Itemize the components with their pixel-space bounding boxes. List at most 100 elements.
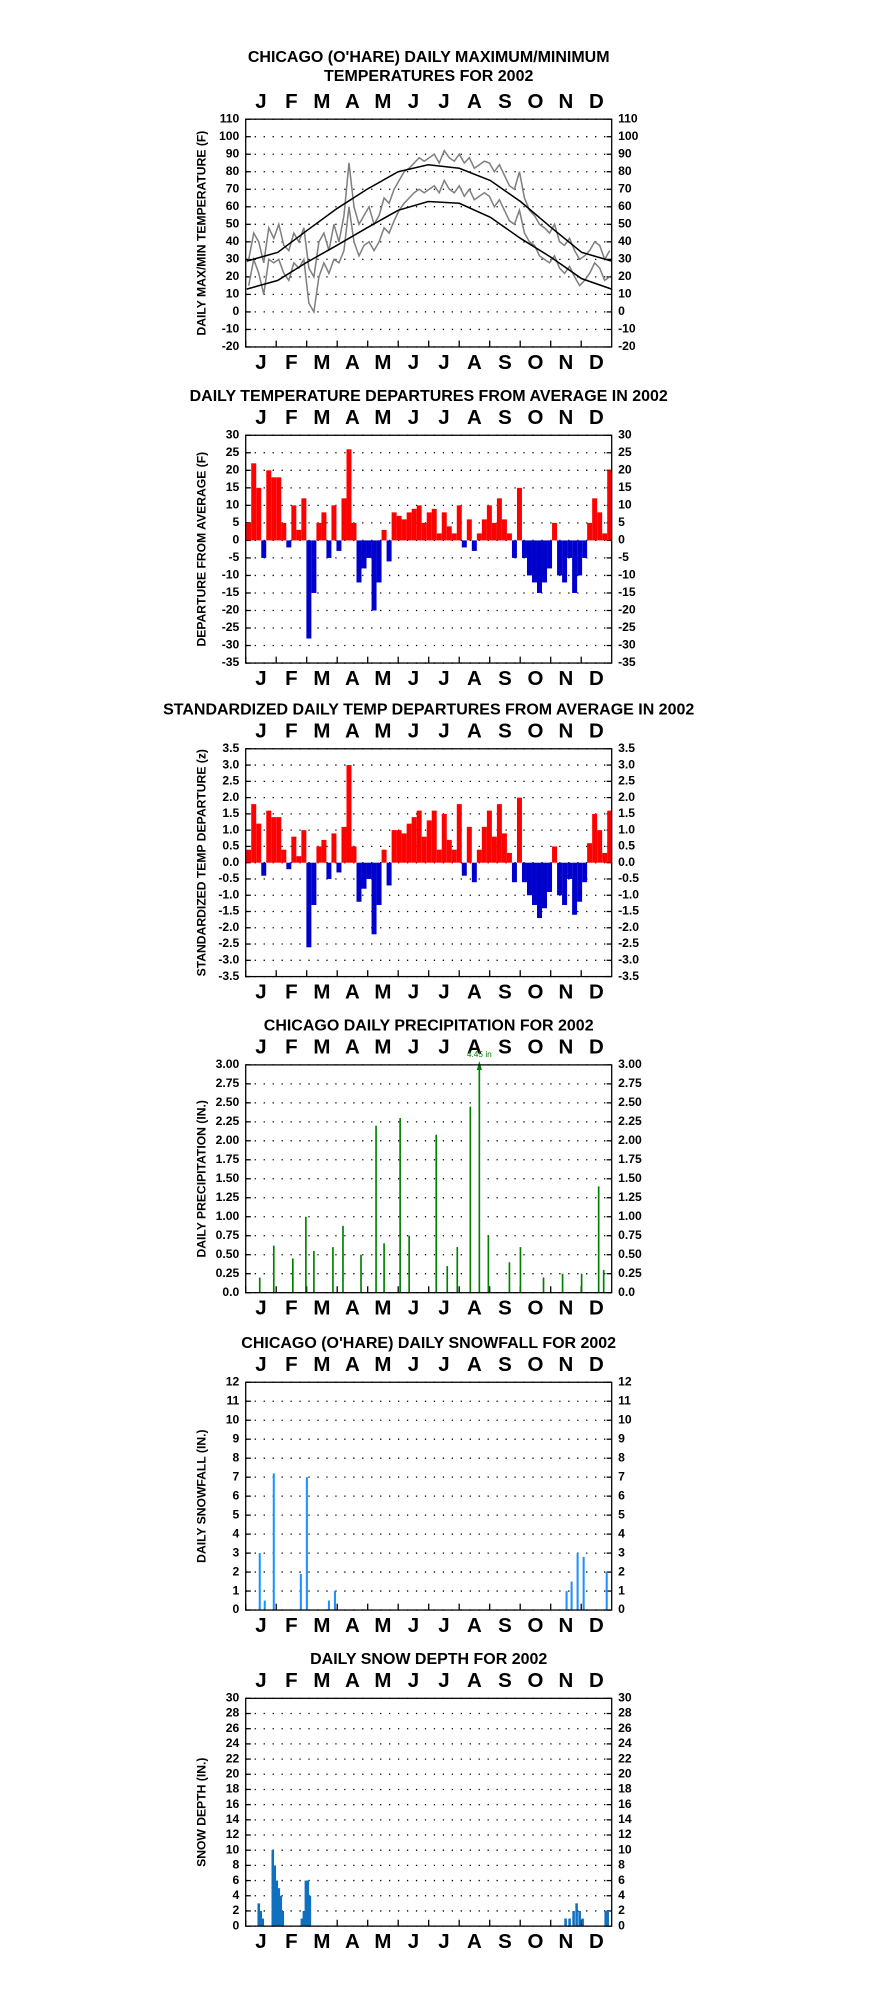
bar (506, 533, 512, 541)
month-label-top: N (559, 1036, 574, 1059)
month-label-bottom: F (285, 1930, 298, 1953)
bar (478, 1064, 481, 1293)
plot-frame (245, 118, 613, 348)
bar (386, 862, 392, 886)
y2-tick-label: 1.25 (618, 1190, 642, 1204)
bar (456, 804, 462, 863)
y2-tick-label: -15 (618, 585, 636, 599)
y2-tick-label: 30 (618, 427, 632, 441)
bar (597, 512, 603, 541)
y-tick-label: 1.5 (222, 806, 239, 820)
plot-frame (245, 434, 613, 664)
y-tick-label: 2 (233, 1903, 240, 1917)
y-tick-label: 0.50 (216, 1247, 240, 1261)
y2-tick-label: 2.50 (618, 1095, 642, 1109)
chart: CHICAGO (O'HARE) DAILY MAXIMUM/MINIMUM TE… (194, 49, 638, 374)
y2-tick-label: -3.5 (618, 969, 639, 983)
y-tick-label: 4 (233, 1888, 240, 1902)
y2-tick-label: 7 (618, 1469, 625, 1483)
month-label-bottom: A (467, 667, 482, 690)
month-label-top: A (345, 1669, 360, 1692)
y-tick-label: 2 (233, 1564, 240, 1578)
month-label-bottom: O (527, 1614, 543, 1637)
month-label-bottom: J (438, 981, 449, 1004)
bar (396, 515, 402, 541)
month-label-bottom: J (255, 1297, 266, 1320)
y-tick-label: -3.5 (218, 969, 239, 983)
bar (501, 833, 507, 863)
month-label-top: S (498, 1353, 512, 1376)
bar (568, 1918, 571, 1927)
month-label-bottom: S (498, 1930, 512, 1953)
month-label-top: A (467, 1669, 482, 1692)
bar (602, 852, 608, 863)
plot-frame (245, 1697, 613, 1927)
chart: STANDARDIZED DAILY TEMP DEPARTURES FROM … (163, 702, 694, 1004)
plot-area (246, 449, 612, 639)
y2-tick-label: -10 (618, 568, 636, 582)
bar (565, 1591, 568, 1611)
bar (547, 862, 553, 892)
bar (259, 1910, 263, 1927)
month-label-top: A (345, 720, 360, 743)
y2-tick-label: 2.75 (618, 1076, 642, 1090)
y2-tick-label: 4 (618, 1526, 625, 1540)
y2-tick-label: 20 (618, 269, 632, 283)
month-label-top: D (589, 1036, 604, 1059)
bar (271, 1850, 275, 1927)
bar (605, 1572, 608, 1611)
chart-title: CHICAGO (O'HARE) DAILY SNOWFALL FOR 2002 (241, 1335, 616, 1352)
y-tick-label: 2.50 (216, 1095, 240, 1109)
month-label-top: S (498, 90, 512, 113)
month-label-bottom: A (467, 981, 482, 1004)
month-label-top: A (467, 1036, 482, 1059)
y2-tick-label: 2.5 (618, 774, 635, 788)
month-label-top: F (285, 1669, 298, 1692)
bar (336, 862, 342, 873)
y2-tick-label: 2 (618, 1564, 625, 1578)
month-label-top: A (345, 1036, 360, 1059)
month-label-top: J (408, 90, 419, 113)
month-label-top: M (374, 1353, 391, 1376)
bar (299, 1573, 302, 1611)
month-label-top: A (345, 406, 360, 429)
bar (582, 540, 588, 558)
y-tick-label: -10 (222, 568, 240, 582)
bar (304, 1880, 308, 1927)
y-tick-label: -10 (222, 322, 240, 336)
month-label-top: S (498, 1036, 512, 1059)
line (246, 200, 612, 290)
bar (469, 1106, 472, 1293)
y2-tick-label: -2.5 (618, 936, 639, 950)
bar (446, 526, 452, 541)
month-label-top: O (527, 1353, 543, 1376)
y-tick-label: 0.0 (222, 1285, 239, 1299)
month-label-top: M (313, 1669, 330, 1692)
bar (526, 862, 532, 896)
month-label-top: F (285, 1353, 298, 1376)
month-label-top: J (408, 1036, 419, 1059)
month-label-bottom: J (255, 1614, 266, 1637)
bar (471, 862, 477, 883)
month-label-top: J (408, 1353, 419, 1376)
bar (501, 519, 507, 541)
bar (261, 862, 267, 876)
month-label-bottom: M (374, 1614, 391, 1637)
month-label-bottom: O (527, 981, 543, 1004)
chart-title: TEMPERATURES FOR 2002 (324, 68, 533, 85)
bar (547, 540, 553, 569)
bar (604, 1910, 607, 1927)
y-tick-label: 24 (226, 1736, 240, 1750)
month-label-bottom: J (408, 981, 419, 1004)
y2-tick-label: 26 (618, 1721, 632, 1735)
bar (383, 1243, 385, 1293)
y2-tick-label: -2.0 (618, 920, 639, 934)
plot-area (246, 149, 612, 315)
month-label-top: A (345, 90, 360, 113)
month-label-bottom: M (313, 1614, 330, 1637)
chart: CHICAGO DAILY PRECIPITATION FOR 2002 0.0 0… (194, 1018, 642, 1320)
month-label-top: J (255, 1353, 266, 1376)
y-tick-label: 40 (226, 234, 240, 248)
month-label-top: A (467, 720, 482, 743)
bar (276, 817, 282, 863)
